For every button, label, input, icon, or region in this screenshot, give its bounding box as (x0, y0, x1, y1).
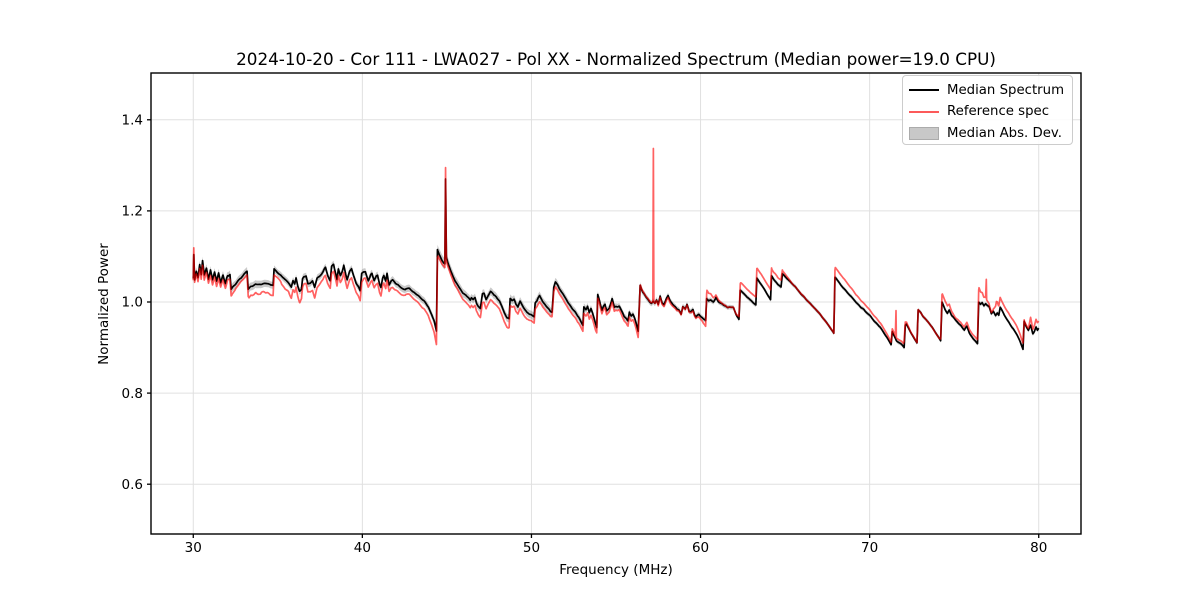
y-tick-label: 1.2 (122, 204, 143, 220)
legend-item-median-abs-dev: Median Abs. Dev. (909, 123, 1072, 145)
median-abs-dev-patch-swatch (909, 126, 939, 140)
x-tick-label: 70 (861, 540, 878, 556)
x-tick-label: 50 (523, 540, 540, 556)
mad-band (193, 173, 1039, 352)
legend-box: Median Spectrum Reference spec Median Ab… (902, 75, 1073, 145)
legend-label: Median Abs. Dev. (947, 125, 1062, 141)
y-tick-label: 1.4 (122, 112, 143, 128)
reference-spec-line-swatch (909, 110, 939, 113)
legend-label: Median Spectrum (947, 82, 1065, 98)
median-spectrum-line (192, 178, 1040, 351)
y-tick-label: 0.8 (122, 386, 143, 402)
x-tick-label: 40 (354, 540, 371, 556)
legend-item-median-spectrum: Median Spectrum (909, 80, 1072, 102)
reference-spec-line (192, 147, 1040, 346)
median-spectrum-line-swatch (909, 89, 939, 92)
x-tick-label: 80 (1030, 540, 1047, 556)
axes-spines (150, 72, 1082, 535)
plot-title: 2024-10-20 - Cor 111 - LWA027 - Pol XX -… (236, 49, 996, 69)
x-tick-label: 30 (185, 540, 202, 556)
x-axis-label: Frequency (MHz) (559, 562, 673, 578)
legend-label: Reference spec (947, 104, 1050, 120)
y-tick-label: 0.6 (122, 477, 143, 493)
x-tick-label: 60 (692, 540, 709, 556)
legend-item-reference-spec: Reference spec (909, 101, 1072, 123)
y-tick-label: 1.0 (122, 295, 143, 311)
